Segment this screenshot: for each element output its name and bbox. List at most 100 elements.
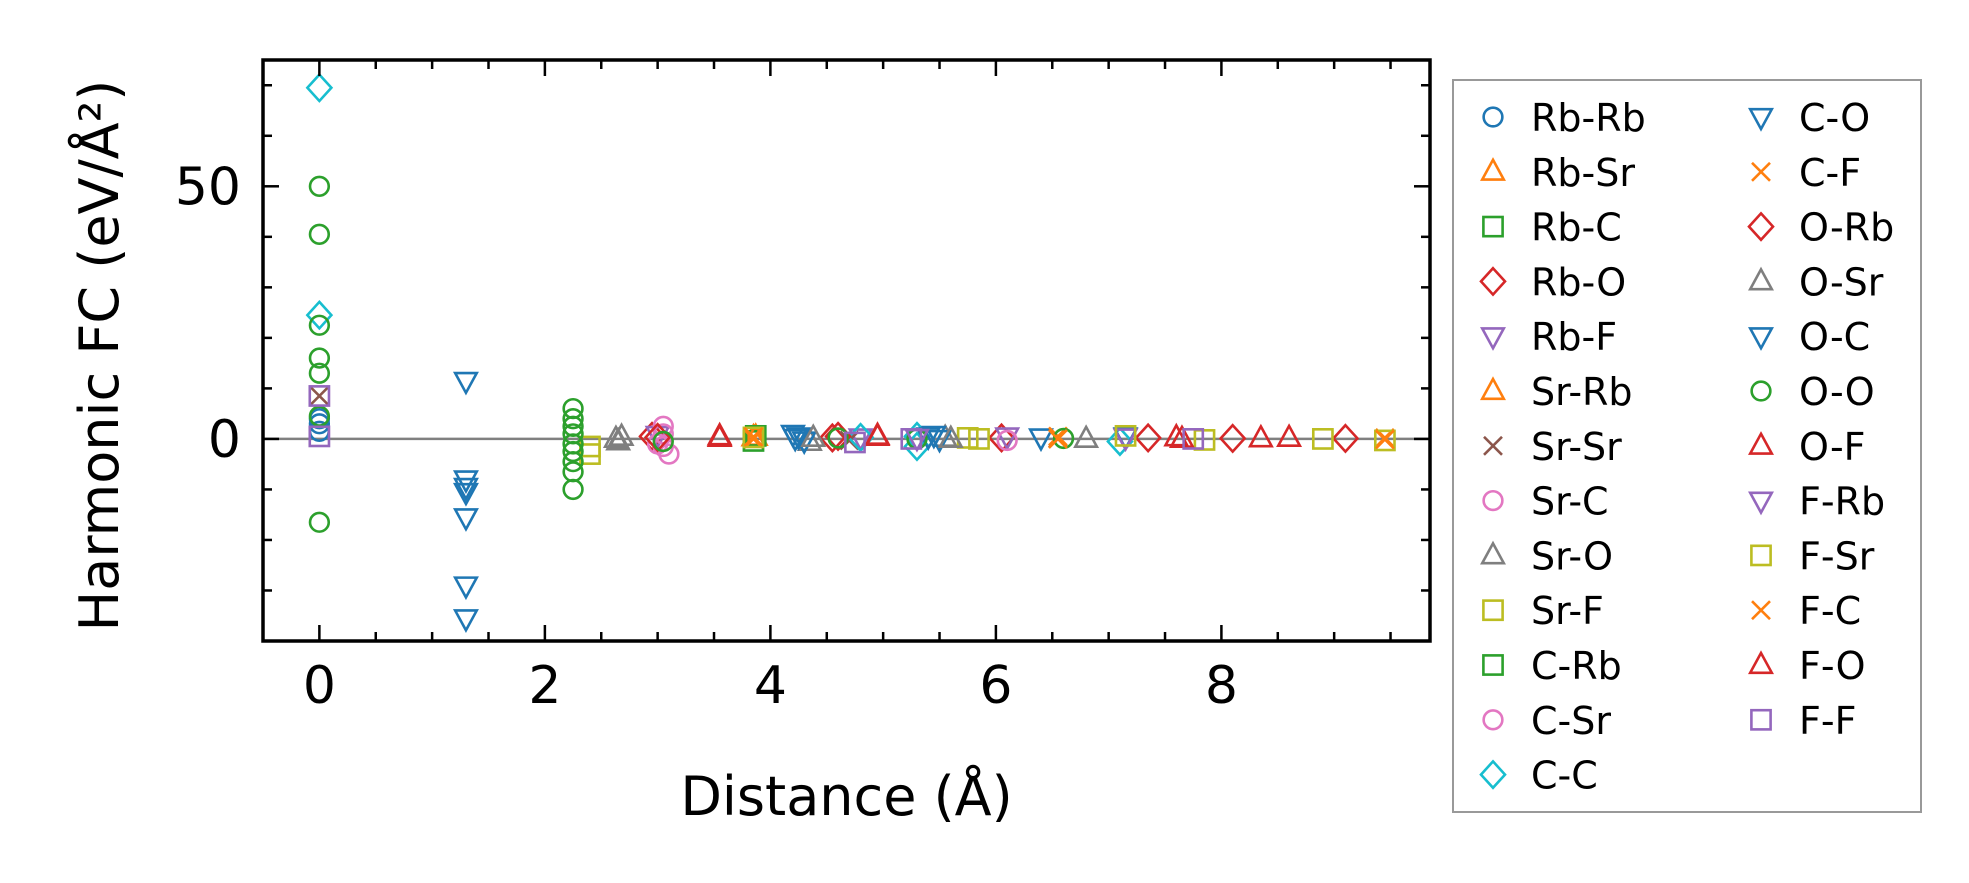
- legend-marker: [1479, 266, 1507, 297]
- legend-marker: [1480, 376, 1506, 401]
- legend-marker: [1748, 266, 1774, 291]
- legend-label: Sr-O: [1531, 534, 1613, 578]
- legend-entry: Sr-O: [1480, 534, 1613, 578]
- legend-label: F-Rb: [1799, 480, 1885, 524]
- data-point: [1047, 428, 1068, 449]
- axes: 0 2 4 6 8 0 50: [175, 58, 1432, 716]
- data-point: [1276, 423, 1303, 448]
- legend-label: O-Sr: [1799, 260, 1884, 304]
- legend-entry: C-C: [1479, 754, 1598, 798]
- data-point: [1047, 426, 1068, 447]
- data-point: [968, 428, 990, 450]
- legend-entry: F-Rb: [1748, 480, 1885, 524]
- legend-marker: [1747, 211, 1775, 242]
- data-point: [305, 300, 334, 331]
- data-point: [827, 427, 849, 449]
- data-point: [452, 482, 479, 507]
- legend-entry: Sr-Rb: [1480, 370, 1633, 414]
- series-c-o: [452, 371, 1054, 633]
- data-point: [818, 422, 847, 454]
- data-point: [305, 72, 334, 103]
- series-o-sr: [602, 423, 964, 449]
- legend-label: O-O: [1799, 370, 1875, 414]
- data-point: [1247, 423, 1274, 448]
- data-point: [782, 428, 809, 453]
- legend-entry: F-F: [1750, 699, 1856, 743]
- x-tick-label: 0: [303, 656, 336, 716]
- data-point: [308, 175, 331, 197]
- legend-entry: F-C: [1751, 589, 1861, 633]
- data-point: [920, 425, 947, 450]
- data-point: [844, 431, 866, 454]
- legend-label: C-F: [1799, 151, 1861, 195]
- legend-marker: [1750, 380, 1772, 402]
- legend-marker: [1748, 327, 1774, 351]
- legend-entry: Sr-F: [1482, 589, 1604, 633]
- data-point: [937, 424, 964, 449]
- data-point: [994, 427, 1021, 452]
- legend-marker: [1748, 431, 1774, 455]
- data-point: [744, 424, 767, 447]
- data-point: [452, 470, 479, 495]
- data-point: [1114, 424, 1137, 447]
- series-rb-o: [638, 421, 1247, 454]
- legend-label: F-O: [1799, 644, 1866, 688]
- legend-entry: O-C: [1748, 315, 1870, 359]
- legend-entry: Rb-F: [1480, 315, 1617, 359]
- legend-label: Rb-Rb: [1531, 96, 1646, 140]
- legend-entry: F-O: [1748, 644, 1866, 688]
- legend-marker: [1750, 544, 1772, 567]
- legend-entry: Rb-Sr: [1480, 151, 1635, 195]
- legend-label: O-Rb: [1799, 206, 1894, 250]
- legend-marker: [1480, 327, 1506, 351]
- legend-entry: Rb-O: [1479, 260, 1626, 304]
- legend-marker: [1482, 106, 1504, 128]
- data-point: [562, 450, 584, 473]
- data-point: [996, 429, 1018, 452]
- y-tick-label: 0: [208, 410, 241, 470]
- data-point: [308, 314, 331, 336]
- data-point: [1028, 428, 1054, 453]
- data-point: [308, 347, 331, 369]
- data-point: [743, 428, 764, 449]
- data-point: [608, 422, 635, 446]
- legend-label: O-F: [1799, 425, 1866, 469]
- series-f-f: [308, 385, 1205, 454]
- legend-marker: [1482, 215, 1504, 238]
- data-point: [452, 508, 479, 532]
- data-point: [562, 440, 584, 463]
- data-point: [652, 430, 674, 453]
- data-point: [847, 428, 874, 453]
- legend-entry: C-F: [1751, 151, 1861, 195]
- legend-label: Sr-Sr: [1531, 425, 1622, 469]
- y-axis-label: Harmonic FC (eV/Å²): [67, 80, 131, 632]
- legend-label: Rb-F: [1531, 315, 1617, 359]
- legend: Rb-Rb Rb-Sr Rb-C Rb-O Rb-F Sr-Rb Sr-Sr Sr-C Sr-O…: [1452, 79, 1922, 813]
- data-point: [900, 428, 923, 450]
- data-point: [308, 385, 331, 407]
- data-point: [452, 477, 479, 502]
- legend-entry: F-Sr: [1750, 534, 1875, 578]
- series-sr-c: [652, 415, 1018, 465]
- data-point: [1112, 428, 1139, 453]
- legend-marker: [1483, 435, 1503, 456]
- legend-entry: Rb-C: [1482, 206, 1622, 250]
- legend-label: O-C: [1799, 315, 1870, 359]
- data-point: [308, 223, 331, 245]
- data-point: [785, 427, 812, 452]
- data-point: [706, 423, 733, 448]
- plot-content: [263, 72, 1430, 633]
- legend-label: Sr-Rb: [1531, 370, 1633, 414]
- legend-entry: Sr-Sr: [1483, 425, 1622, 469]
- data-point: [1218, 423, 1247, 454]
- data-point: [1106, 426, 1134, 457]
- data-point: [926, 429, 953, 454]
- data-point: [1193, 429, 1216, 451]
- x-tick-label: 6: [979, 656, 1012, 716]
- legend-marker: [1748, 491, 1774, 516]
- y-tick-label: 50: [175, 157, 241, 217]
- data-point: [800, 423, 827, 448]
- data-point: [452, 576, 479, 601]
- data-point: [452, 609, 479, 633]
